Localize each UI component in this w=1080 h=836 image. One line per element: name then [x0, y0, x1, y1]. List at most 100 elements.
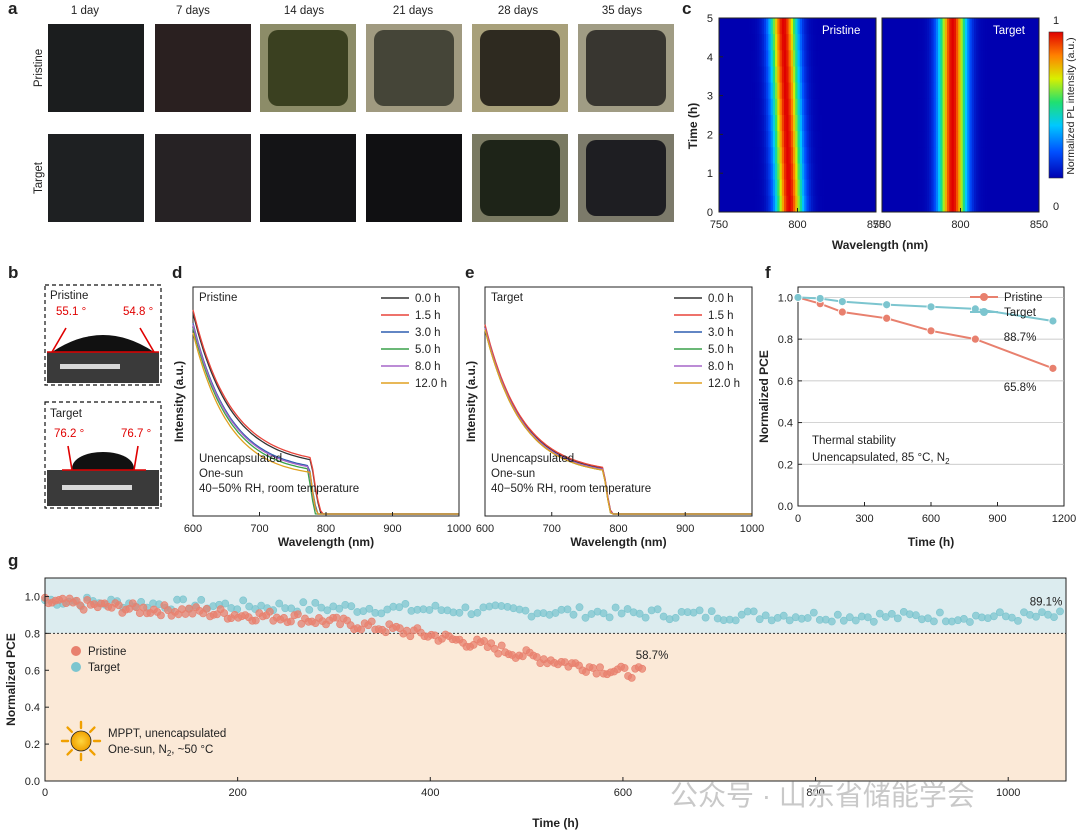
heatmap-cell: [757, 34, 760, 51]
heatmap-cell: [964, 195, 968, 213]
heatmap-cell: [810, 147, 814, 164]
heatmap-cell: [831, 163, 834, 181]
heatmap-cell: [882, 131, 885, 148]
heatmap-cell: [931, 163, 934, 181]
heatmap-cell: [906, 82, 910, 100]
heatmap-cell: [849, 147, 852, 164]
heatmap-cell: [819, 195, 823, 213]
heatmap-cell: [844, 147, 848, 164]
heatmap-cell: [947, 34, 950, 51]
heatmap-cell: [1023, 66, 1026, 84]
heatmap-cell: [867, 98, 870, 116]
heatmap-cell: [817, 34, 821, 51]
heatmap-cell: [804, 115, 807, 132]
heatmap-cell: [779, 66, 783, 84]
heatmap-cell: [951, 66, 955, 84]
heatmap-cell: [991, 18, 995, 35]
heatmap-cell: [964, 34, 968, 51]
heatmap-cell: [766, 82, 769, 100]
heatmap-cell: [935, 195, 939, 213]
heatmap-cell: [922, 82, 926, 100]
heatmap-cell: [719, 98, 722, 116]
heatmap-cell: [840, 18, 843, 35]
heatmap-cell: [806, 147, 810, 164]
heatmap-cell: [819, 66, 823, 84]
heatmap-cell: [810, 195, 814, 213]
heatmap-cell: [721, 195, 724, 213]
y-tick-label: 0.6: [778, 376, 793, 388]
heatmap-cell: [777, 179, 780, 197]
heatmap-cell: [858, 18, 861, 35]
heatmap-cell: [768, 115, 771, 132]
data-point: [202, 605, 211, 613]
heatmap-cell: [824, 18, 828, 35]
heatmap-cell: [806, 18, 810, 35]
heatmap-cell: [886, 98, 890, 116]
end-label-target: 88.7%: [1004, 332, 1037, 344]
heatmap-cell: [964, 82, 968, 100]
heatmap-cell: [844, 82, 848, 100]
heatmap-cell: [779, 179, 783, 197]
heatmap-cell: [788, 98, 792, 116]
heatmap-cell: [897, 179, 901, 197]
heatmap-cell: [770, 147, 774, 164]
heatmap-cell: [1034, 115, 1038, 132]
heatmap-cell: [998, 50, 1002, 67]
heatmap-cell: [969, 131, 973, 148]
data-point: [875, 609, 884, 618]
heatmap-cell: [768, 163, 771, 181]
heatmap-cell: [935, 34, 939, 51]
heatmap-cell: [893, 18, 896, 35]
x-axis-label: Time (h): [908, 535, 954, 549]
heatmap-cell: [851, 163, 854, 181]
heatmap-cell: [801, 98, 805, 116]
data-point: [551, 609, 560, 617]
heatmap-cell: [1025, 195, 1029, 213]
heatmap-cell: [775, 18, 778, 35]
heatmap-cell: [772, 131, 776, 148]
heatmap-cell: [775, 131, 778, 148]
heatmap-cell: [851, 50, 854, 67]
heatmap-cell: [763, 50, 767, 67]
heatmap-cell: [897, 50, 901, 67]
heatmap-cell: [817, 18, 821, 35]
heatmap-cell: [835, 115, 839, 132]
heatmap-y-tick-label: 4: [707, 52, 713, 64]
heatmap-cell: [743, 98, 747, 116]
heatmap-cell: [864, 147, 868, 164]
heatmap-cell: [748, 115, 751, 132]
heatmap-cell: [985, 131, 988, 148]
data-point: [461, 603, 470, 612]
heatmap-cell: [897, 131, 901, 148]
heatmap-cell: [815, 179, 819, 197]
heatmap-cell: [804, 66, 807, 84]
heatmap-cell: [908, 34, 912, 51]
film-photo-active-area: [480, 30, 560, 106]
legend-label: 3.0 h: [708, 327, 734, 339]
heatmap-cell: [998, 163, 1002, 181]
heatmap-cell: [734, 195, 738, 213]
heatmap-cell: [763, 163, 767, 181]
heatmap-cell: [1009, 147, 1013, 164]
heatmap-cell: [989, 50, 993, 67]
heatmap-cell: [1025, 147, 1029, 164]
heatmap-cell: [996, 82, 1000, 100]
heatmap-cell: [867, 82, 870, 100]
heatmap-cell: [998, 147, 1002, 164]
heatmap-cell: [813, 195, 816, 213]
data-point: [627, 674, 636, 682]
heatmap-cell: [962, 131, 966, 148]
heatmap-cell: [862, 163, 866, 181]
x-tick-label: 900: [988, 513, 1006, 525]
heatmap-cell: [873, 195, 877, 213]
heatmap-cell: [804, 195, 807, 213]
heatmap-cell: [908, 195, 912, 213]
heatmap-cell: [976, 50, 979, 67]
heatmap-cell: [777, 18, 780, 35]
heatmap-cell: [766, 50, 769, 67]
heatmap-cell: [806, 82, 810, 100]
heatmap-y-tick-label: 1: [707, 168, 713, 180]
heatmap-cell: [768, 34, 771, 51]
heatmap-cell: [719, 66, 722, 84]
